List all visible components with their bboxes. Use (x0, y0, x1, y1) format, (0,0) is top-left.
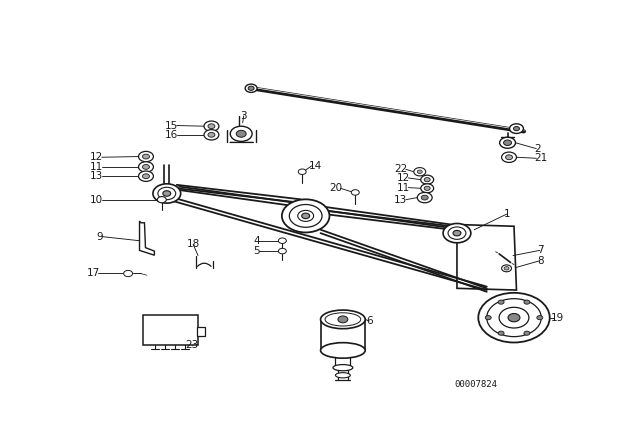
Circle shape (506, 155, 513, 159)
Text: 2: 2 (534, 144, 540, 154)
Circle shape (504, 140, 511, 146)
Circle shape (443, 224, 471, 243)
Circle shape (278, 238, 286, 244)
Ellipse shape (333, 365, 353, 371)
Text: 6: 6 (367, 316, 373, 326)
Circle shape (248, 86, 254, 90)
FancyBboxPatch shape (143, 315, 198, 345)
Text: 15: 15 (165, 121, 178, 130)
Circle shape (417, 170, 422, 173)
Circle shape (478, 293, 550, 342)
Circle shape (524, 331, 530, 335)
Circle shape (508, 314, 520, 322)
Ellipse shape (321, 343, 365, 358)
Text: 00007824: 00007824 (454, 380, 497, 389)
Circle shape (504, 267, 509, 270)
Circle shape (301, 213, 310, 219)
Text: 11: 11 (397, 183, 410, 193)
Text: 9: 9 (97, 232, 103, 241)
Circle shape (498, 300, 504, 304)
Circle shape (537, 315, 543, 320)
Circle shape (453, 230, 461, 236)
Circle shape (414, 168, 426, 176)
Circle shape (298, 169, 306, 174)
Circle shape (509, 124, 524, 134)
Circle shape (163, 191, 171, 196)
Text: 5: 5 (253, 246, 260, 256)
Circle shape (502, 265, 511, 272)
Circle shape (351, 190, 359, 195)
Circle shape (204, 129, 219, 140)
Text: 16: 16 (165, 130, 178, 140)
Text: 12: 12 (90, 152, 103, 162)
Circle shape (424, 186, 430, 190)
Circle shape (500, 137, 515, 148)
Ellipse shape (321, 310, 365, 329)
Circle shape (236, 130, 246, 137)
Circle shape (158, 187, 176, 200)
Circle shape (487, 299, 541, 336)
Text: 4: 4 (253, 236, 260, 246)
Circle shape (204, 121, 219, 131)
Circle shape (138, 151, 154, 162)
Circle shape (417, 193, 432, 203)
Circle shape (143, 174, 150, 179)
Text: 3: 3 (241, 111, 247, 121)
Circle shape (424, 177, 430, 182)
Circle shape (157, 197, 166, 203)
Circle shape (448, 227, 466, 239)
Text: 18: 18 (186, 239, 200, 249)
Circle shape (230, 126, 252, 142)
Circle shape (289, 204, 322, 227)
Polygon shape (196, 327, 205, 336)
Circle shape (298, 211, 314, 221)
Circle shape (278, 248, 286, 254)
Text: 19: 19 (551, 313, 564, 323)
Circle shape (208, 133, 215, 137)
Circle shape (421, 195, 428, 200)
Circle shape (143, 154, 150, 159)
Circle shape (153, 184, 180, 203)
Circle shape (420, 184, 434, 193)
Circle shape (124, 271, 132, 276)
Text: 20: 20 (329, 183, 342, 193)
Text: 10: 10 (90, 195, 103, 205)
Text: 8: 8 (538, 256, 544, 266)
Text: 13: 13 (394, 195, 408, 205)
Circle shape (485, 315, 491, 320)
Text: 21: 21 (534, 153, 547, 163)
Circle shape (143, 164, 150, 169)
Ellipse shape (335, 373, 350, 378)
Circle shape (502, 152, 516, 163)
Text: 14: 14 (309, 161, 323, 171)
Text: 7: 7 (538, 246, 544, 255)
Circle shape (245, 84, 257, 92)
Circle shape (498, 331, 504, 335)
Circle shape (208, 124, 215, 129)
Circle shape (138, 171, 154, 181)
Circle shape (138, 162, 154, 172)
Circle shape (499, 307, 529, 328)
Circle shape (282, 199, 330, 233)
Circle shape (524, 300, 530, 304)
Circle shape (338, 316, 348, 323)
Text: 23: 23 (185, 340, 198, 350)
Text: 11: 11 (90, 162, 103, 172)
Circle shape (513, 126, 520, 131)
Text: 12: 12 (397, 173, 410, 183)
Text: 13: 13 (90, 171, 103, 181)
Text: 1: 1 (504, 209, 511, 219)
Text: 22: 22 (394, 164, 408, 174)
Text: 17: 17 (86, 268, 100, 279)
Circle shape (420, 175, 434, 184)
